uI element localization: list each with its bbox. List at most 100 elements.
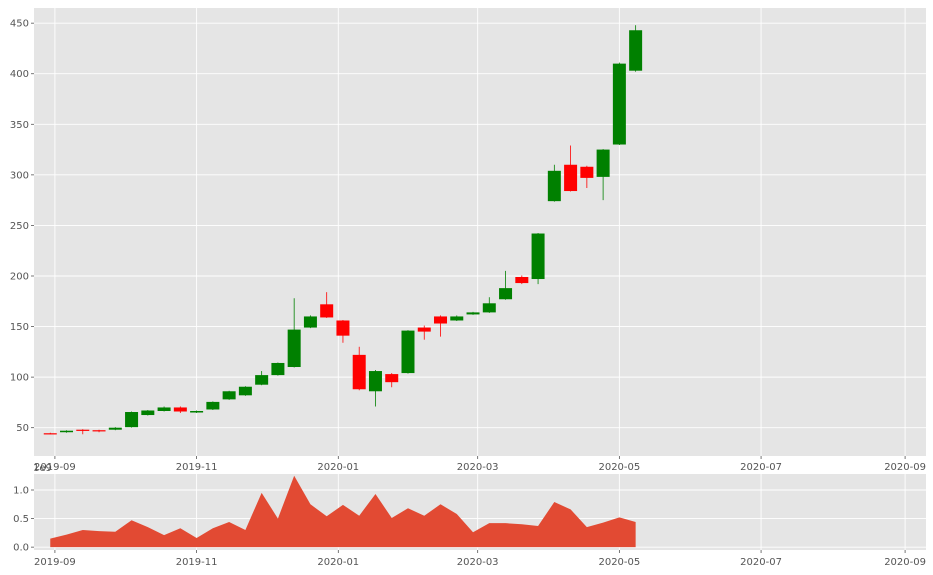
candle-body (125, 412, 139, 428)
price-x-tick-label: 2020-01 (317, 462, 359, 473)
volume-grid (34, 474, 926, 550)
price-grid (34, 8, 926, 456)
candle-body (547, 170, 561, 202)
candle-body (287, 329, 301, 368)
price-y-axis: 50 100 150 200 250 300 350 400 450 (10, 19, 34, 434)
candle-body (76, 429, 90, 431)
candle-body (564, 164, 578, 192)
candle-body (173, 407, 187, 412)
candle-down (43, 432, 57, 435)
volume-y-tick-label: 1.0 (13, 486, 29, 497)
volume-x-tick-label: 2020-05 (598, 557, 640, 568)
volume-x-axis: 2019-09 2019-11 2020-01 2020-03 2020-05 2020-… (34, 550, 926, 568)
candle-body (255, 375, 269, 385)
candle-body (450, 316, 464, 321)
candle-body (206, 401, 220, 410)
candle-body (320, 304, 334, 318)
candle-body (531, 233, 545, 280)
candle-up (531, 233, 545, 285)
candle-down (76, 429, 90, 435)
candle-up (303, 315, 317, 329)
candle-body (108, 427, 122, 430)
volume-x-tick-label: 2020-07 (740, 557, 782, 568)
price-y-tick-label: 50 (16, 423, 29, 434)
price-x-tick-label: 2020-03 (457, 462, 499, 473)
candle-up (466, 311, 480, 315)
candle-up (401, 330, 415, 374)
candlestick-series (43, 25, 643, 435)
candle-up (287, 298, 301, 368)
candle-down (580, 165, 594, 189)
candle-body (385, 374, 399, 383)
candle-up (60, 430, 74, 433)
candle-up (450, 315, 464, 321)
candle-body (629, 30, 643, 71)
candle-body (190, 410, 204, 413)
candle-down (352, 346, 366, 391)
candle-body (336, 320, 350, 336)
volume-x-tick-label: 2020-09 (884, 557, 926, 568)
candle-up (547, 164, 561, 202)
candle-body (303, 316, 317, 328)
candle-up (629, 25, 643, 72)
candle-up (222, 390, 236, 400)
candle-body (499, 288, 513, 300)
candle-down (320, 292, 334, 318)
candle-up (612, 62, 626, 146)
candle-up (108, 427, 122, 431)
candle-body (141, 410, 155, 416)
candle-up (255, 371, 269, 386)
candle-body (92, 430, 106, 432)
candle-up (141, 409, 155, 416)
candle-up (271, 362, 285, 376)
candle-body (417, 327, 431, 332)
volume-x-tick-label: 2020-01 (317, 557, 359, 568)
price-panel: 50 100 150 200 250 300 350 400 450 2019-09 2019-1… (10, 8, 926, 473)
candle-body (157, 407, 171, 411)
price-x-tick-label: 2019-11 (176, 462, 218, 473)
candle-body (352, 354, 366, 390)
volume-panel: 0.0 0.5 1.0 2019-09 2019-11 2020-01 2020-03 20… (13, 463, 926, 568)
candle-body (482, 303, 496, 313)
price-y-tick-label: 200 (10, 271, 29, 282)
price-y-tick-label: 450 (10, 19, 29, 30)
candle-down (564, 145, 578, 192)
candle-up (482, 297, 496, 313)
volume-y-tick-label: 0.0 (13, 543, 29, 554)
candle-down (417, 325, 431, 340)
candle-body (580, 166, 594, 178)
volume-x-tick-label: 2020-03 (457, 557, 499, 568)
candle-up (190, 410, 204, 414)
candle-down (92, 429, 106, 433)
candle-body (368, 371, 382, 392)
price-y-tick-label: 300 (10, 170, 29, 181)
candle-body (238, 386, 252, 396)
price-y-tick-label: 100 (10, 373, 29, 384)
volume-x-tick-label: 2019-09 (34, 557, 76, 568)
candle-up (238, 386, 252, 396)
candle-down (515, 275, 529, 285)
candle-up (157, 406, 171, 412)
candle-body (271, 362, 285, 376)
volume-y-tick-label: 0.5 (13, 514, 29, 525)
candle-body (60, 430, 74, 433)
candle-body (434, 316, 448, 324)
price-x-tick-label: 2020-07 (740, 462, 782, 473)
price-y-tick-label: 400 (10, 69, 29, 80)
price-x-axis: 2019-09 2019-11 2020-01 2020-03 2020-05 2020-… (34, 456, 926, 473)
candle-down (336, 319, 350, 343)
price-y-tick-label: 150 (10, 322, 29, 333)
candle-down (434, 315, 448, 337)
candle-up (596, 149, 610, 201)
price-plot-area (34, 8, 926, 456)
candle-body (222, 391, 236, 400)
candle-up (499, 270, 513, 300)
price-x-tick-label: 2019-09 (34, 462, 76, 473)
volume-y-axis: 0.0 0.5 1.0 (13, 486, 34, 554)
candle-up (206, 401, 220, 410)
candle-up (125, 411, 139, 428)
candle-body (401, 330, 415, 374)
candle-body (43, 433, 57, 435)
candle-body (612, 63, 626, 145)
